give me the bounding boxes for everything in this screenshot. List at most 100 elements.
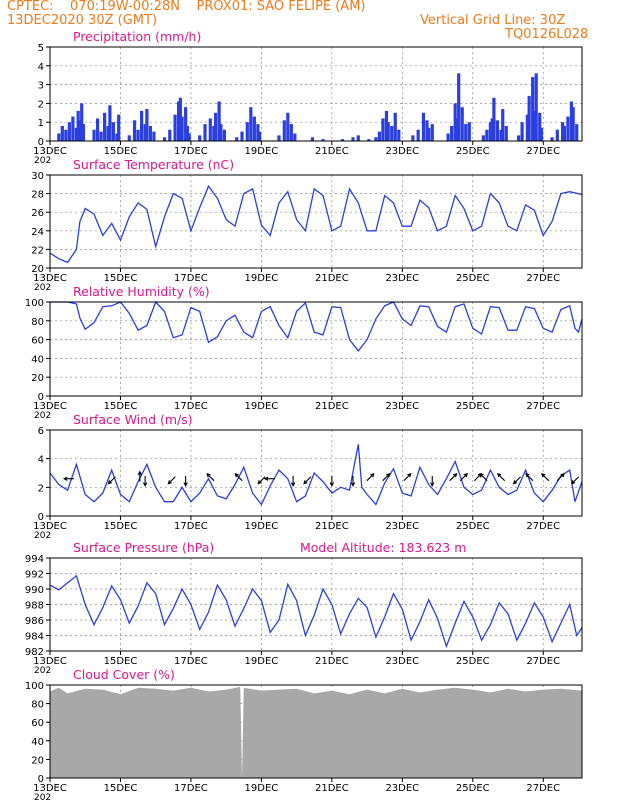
x-tick-label: 27DEC — [526, 401, 560, 412]
wind-arrow-head — [407, 473, 412, 478]
precip-bar — [467, 122, 471, 141]
precip-bar — [103, 112, 107, 141]
wind-arrow-head — [350, 482, 356, 487]
y-tick-label: 0 — [38, 392, 44, 403]
wind-arrow-head — [497, 473, 502, 478]
header-run-date: 13DEC2020 30Z (GMT) — [7, 13, 158, 28]
panel-subtitle: Model Altitude: 183.623 m — [300, 540, 466, 555]
precip-bar — [538, 112, 542, 141]
x-tick-label: 21DEC — [315, 401, 349, 412]
y-tick-label: 988 — [25, 601, 44, 612]
x-year-label: 202 — [34, 531, 51, 541]
x-tick-label: 17DEC — [174, 783, 208, 794]
x-tick-label: 21DEC — [315, 656, 349, 667]
wind-arrow — [62, 476, 74, 481]
precip-bar — [367, 139, 371, 141]
y-tick-label: 24 — [31, 227, 44, 238]
precip-bar — [168, 129, 172, 141]
x-tick-label: 13DEC — [33, 146, 67, 157]
wind-arrow — [137, 470, 143, 482]
x-tick-label: 19DEC — [245, 521, 279, 532]
precip-bar — [95, 118, 100, 141]
wind-arrow-head — [541, 473, 546, 478]
wind-arrow-head — [62, 476, 68, 481]
precip-bar — [143, 124, 147, 141]
x-tick-label: 27DEC — [526, 783, 560, 794]
x-tick-label: 23DEC — [385, 783, 419, 794]
precip-bar — [219, 124, 223, 141]
wind-arrow-head — [303, 480, 308, 485]
header-grid-note: Vertical Grid Line: 30Z — [420, 13, 566, 28]
wind-arrow — [497, 473, 506, 482]
x-year-label: 202 — [34, 283, 51, 293]
y-tick-label: 984 — [25, 632, 44, 643]
wind-speed-line — [49, 444, 583, 506]
precip-bar — [532, 110, 537, 141]
wind-arrow-shaft — [234, 473, 243, 482]
precip-bar — [421, 112, 426, 141]
precip-bar — [455, 118, 459, 141]
x-tick-label: 19DEC — [245, 273, 279, 284]
panel-title: Precipitation (mm/h) — [73, 29, 201, 44]
x-tick-label: 17DEC — [174, 521, 208, 532]
wind-arrow — [449, 473, 458, 482]
wind-arrow-head — [290, 482, 296, 487]
wind-arrow-shaft — [449, 473, 457, 482]
precip-bar — [152, 131, 156, 141]
wind-arrow-head — [571, 480, 576, 485]
precip-bar — [562, 125, 566, 141]
precip-bar — [481, 135, 485, 141]
precip-bar — [321, 139, 325, 141]
precip-bar — [76, 110, 80, 141]
panel-title: Cloud Cover (%) — [73, 667, 175, 682]
wind-arrow-head — [183, 482, 188, 487]
wind-arrow-shaft — [303, 476, 312, 485]
y-tick-label: 0 — [38, 512, 44, 523]
precip-bar — [425, 120, 429, 141]
precip-bar — [495, 120, 500, 141]
wind-arrow-head — [206, 473, 211, 478]
x-tick-label: 13DEC — [33, 656, 67, 667]
wind-arrow-head — [142, 482, 148, 487]
x-tick-label: 25DEC — [456, 146, 490, 157]
y-tick-label: 80 — [31, 317, 44, 328]
precip-bar — [310, 137, 315, 141]
wind-arrow — [290, 475, 296, 487]
precip-bar — [457, 73, 461, 141]
precip-bar — [539, 127, 544, 141]
y-tick-label: 20 — [31, 264, 44, 275]
y-tick-label: 982 — [25, 647, 44, 658]
precip-bar — [374, 137, 378, 141]
precip-bar — [390, 125, 394, 141]
precip-bar — [499, 129, 503, 141]
precip-bar — [450, 125, 454, 141]
panel-frame — [49, 557, 583, 652]
panel-2 — [46, 174, 583, 272]
precip-bar — [356, 135, 360, 141]
precip-bar — [108, 105, 112, 141]
y-tick-label: 4 — [38, 62, 44, 73]
y-tick-label: 992 — [25, 570, 44, 581]
precip-bar — [252, 116, 256, 141]
y-tick-label: 100 — [25, 681, 44, 692]
x-tick-label: 23DEC — [385, 401, 419, 412]
x-tick-label: 19DEC — [245, 146, 279, 157]
x-year-label: 202 — [34, 411, 51, 421]
precip-bar — [381, 118, 385, 141]
x-tick-label: 21DEC — [315, 783, 349, 794]
y-tick-label: 4 — [38, 455, 44, 466]
precip-bar — [351, 137, 355, 141]
x-tick-label: 15DEC — [104, 273, 138, 284]
precip-bar — [235, 137, 239, 141]
precip-bar — [217, 101, 221, 141]
precip-bar — [185, 125, 190, 141]
precip-bar — [117, 114, 121, 141]
x-tick-label: 17DEC — [174, 146, 208, 157]
precip-bar — [555, 129, 559, 141]
precip-bar — [430, 124, 434, 141]
x-tick-label: 25DEC — [456, 656, 490, 667]
wind-arrow-head — [234, 473, 239, 478]
y-tick-label: 994 — [25, 554, 44, 565]
precip-bar — [569, 101, 574, 141]
